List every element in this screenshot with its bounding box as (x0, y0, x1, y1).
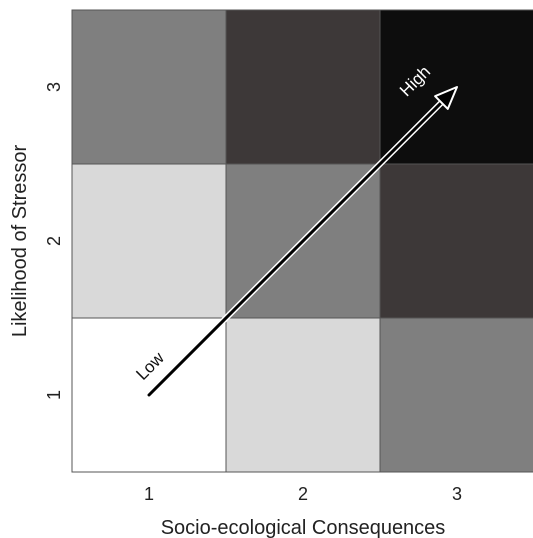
risk-arrow (146, 86, 458, 398)
heatmap-cell-3-2 (379, 163, 533, 319)
y-tick-label-3: 3 (44, 82, 64, 92)
heatmap-cells (71, 9, 533, 473)
y-tick-label-2: 2 (44, 236, 64, 246)
plot-frame (71, 9, 533, 473)
y-tick-label-1: 1 (44, 390, 64, 400)
heatmap-cell-1-2 (71, 163, 227, 319)
heatmap-cell-2-1 (225, 317, 381, 473)
risk-arrow-head (434, 86, 458, 110)
heatmap-cell-2-3 (225, 9, 381, 165)
heatmap-cell-3-1 (379, 317, 533, 473)
x-tick-label-1: 1 (144, 484, 154, 504)
y-axis-title: Likelihood of Stressor (9, 145, 31, 338)
x-tick-label-2: 2 (298, 484, 308, 504)
heatmap-cell-1-3 (71, 9, 227, 165)
x-tick-label-3: 3 (452, 484, 462, 504)
x-axis-ticks: 1 2 3 (144, 484, 462, 504)
y-axis-ticks: 1 2 3 (44, 82, 64, 400)
x-axis-title: Socio-ecological Consequences (161, 517, 446, 538)
risk-arrow-shaft (147, 101, 443, 397)
